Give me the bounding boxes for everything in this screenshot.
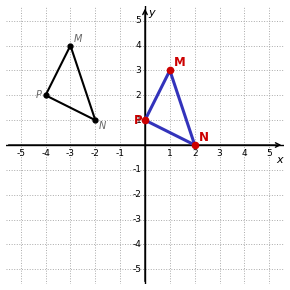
Text: -1: -1 bbox=[116, 149, 125, 158]
Text: -3: -3 bbox=[132, 215, 141, 224]
Text: 5: 5 bbox=[267, 149, 272, 158]
Text: P: P bbox=[36, 90, 42, 100]
Text: -2: -2 bbox=[91, 149, 100, 158]
Text: P: P bbox=[134, 114, 142, 127]
Text: 3: 3 bbox=[217, 149, 222, 158]
Text: -5: -5 bbox=[16, 149, 25, 158]
Text: -4: -4 bbox=[133, 240, 141, 249]
Text: 5: 5 bbox=[135, 16, 141, 25]
Text: y: y bbox=[149, 8, 155, 18]
Text: -5: -5 bbox=[132, 265, 141, 274]
Text: N: N bbox=[98, 122, 106, 131]
Text: N: N bbox=[198, 131, 209, 144]
Text: 3: 3 bbox=[135, 66, 141, 75]
Text: M: M bbox=[73, 34, 82, 44]
Text: 1: 1 bbox=[135, 116, 141, 125]
Text: M: M bbox=[174, 56, 185, 69]
Text: -4: -4 bbox=[41, 149, 50, 158]
Text: 4: 4 bbox=[136, 41, 141, 50]
Text: x: x bbox=[276, 155, 283, 165]
Text: 1: 1 bbox=[167, 149, 173, 158]
Text: -1: -1 bbox=[132, 165, 141, 174]
Text: -3: -3 bbox=[66, 149, 75, 158]
Text: 4: 4 bbox=[242, 149, 247, 158]
Text: 2: 2 bbox=[192, 149, 197, 158]
Text: 2: 2 bbox=[136, 91, 141, 100]
Text: -2: -2 bbox=[133, 190, 141, 199]
